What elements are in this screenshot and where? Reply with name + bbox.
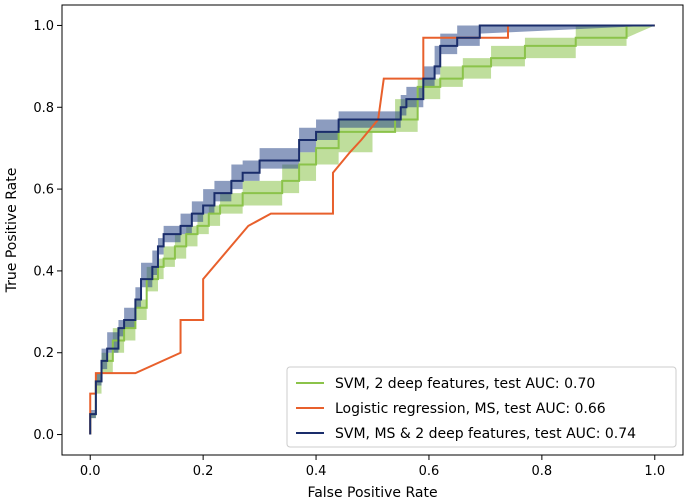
x-tick-label: 0.8 — [532, 464, 553, 479]
legend: SVM, 2 deep features, test AUC: 0.70 Log… — [286, 366, 677, 448]
legend-label-logistic-regression: Logistic regression, MS, test AUC: 0.66 — [335, 401, 606, 417]
x-axis-ticks: 0.0 0.2 0.4 0.6 0.8 1.0 — [80, 455, 665, 479]
y-tick-label: 0.8 — [33, 101, 54, 116]
y-tick-label: 0.2 — [33, 346, 54, 361]
x-tick-label: 1.0 — [644, 464, 665, 479]
confidence-bands — [90, 25, 655, 435]
y-tick-label: 1.0 — [33, 19, 54, 34]
confidence-band-series-0 — [90, 25, 655, 435]
legend-label-svm-ms-2-deep: SVM, MS & 2 deep features, test AUC: 0.7… — [335, 426, 636, 442]
x-axis-label: False Positive Rate — [307, 485, 437, 501]
x-tick-label: 0.6 — [419, 464, 440, 479]
roc-curves — [89, 24, 655, 435]
y-axis-ticks: 0.0 0.2 0.4 0.6 0.8 1.0 — [33, 19, 62, 443]
roc-curve-series-1 — [89, 24, 655, 435]
legend-box — [286, 366, 677, 448]
y-tick-label: 0.6 — [33, 183, 54, 198]
roc-curve-series-0 — [89, 24, 655, 435]
x-tick-label: 0.0 — [80, 464, 101, 479]
roc-curve-series-2 — [89, 24, 655, 435]
y-axis-label: True Positive Rate — [4, 168, 20, 294]
x-tick-label: 0.4 — [306, 464, 327, 479]
y-tick-label: 0.4 — [33, 264, 54, 279]
x-tick-label: 0.2 — [193, 464, 214, 479]
plot-frame — [61, 4, 684, 456]
legend-label-svm-2-deep: SVM, 2 deep features, test AUC: 0.70 — [335, 376, 595, 392]
y-tick-label: 0.0 — [33, 428, 54, 443]
